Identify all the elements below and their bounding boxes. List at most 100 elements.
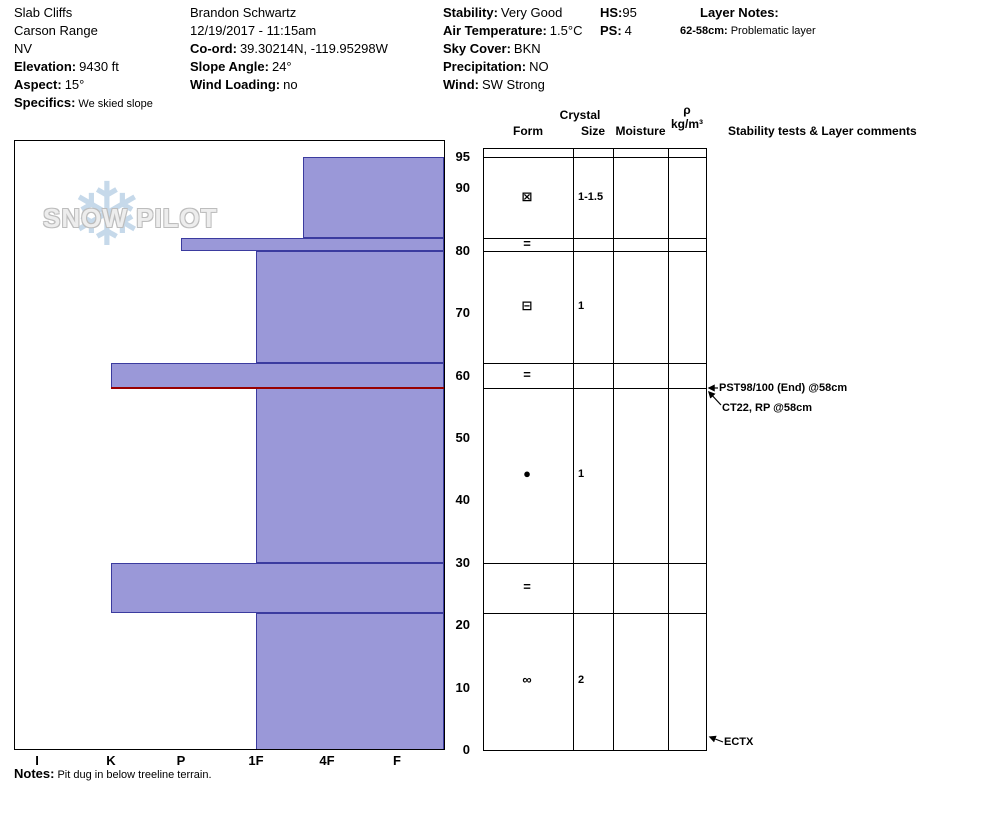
grain-size-value: 1-1.5 <box>578 190 604 203</box>
snow-layer-bar-62-58 <box>111 363 444 389</box>
flagged-layer-line <box>111 387 444 390</box>
wind-label: Wind: <box>443 77 479 92</box>
layer-note: 62-58cm: Problematic layer <box>680 22 816 40</box>
hs-label: HS: <box>600 5 623 20</box>
slope-angle: Slope Angle: 24° <box>190 58 388 76</box>
elevation-value: 9430 ft <box>79 59 119 74</box>
col-header-crystal: Crystal <box>559 108 601 122</box>
air-temp-value: 1.5°C <box>549 23 583 38</box>
wind-loading-value: no <box>283 77 298 92</box>
layer-note-text: Problematic layer <box>730 25 816 37</box>
col-header-moisture: Moisture <box>615 124 666 138</box>
snow-height: HS:95 <box>600 4 637 22</box>
grain-form-symbol: ⊟ <box>521 297 533 313</box>
snowflake-icon: ❄ <box>70 165 144 264</box>
snow-layer-bar-82-80 <box>181 238 444 251</box>
grain-form-symbol: ⊠ <box>521 188 533 204</box>
precip-value: NO <box>529 59 549 74</box>
conditions-info: Stability: Very Good Air Temperature: 1.5°… <box>443 4 582 94</box>
depth-tick-10: 10 <box>455 679 470 695</box>
hardness-tick-I: I <box>35 753 39 768</box>
slope-angle-label: Slope Angle: <box>190 59 269 74</box>
stability-value: Very Good <box>500 5 563 20</box>
table-column-line <box>483 148 484 750</box>
aspect-value: 15° <box>64 77 85 92</box>
observer-info: Brandon Schwartz 12/19/2017 - 11:15am Co… <box>190 4 388 94</box>
notes-value: Pit dug in below treeline terrain. <box>57 769 212 781</box>
depth-tick-60: 60 <box>455 367 470 383</box>
depth-tick-40: 40 <box>455 492 470 508</box>
table-column-line <box>668 148 669 750</box>
totals-info: HS:95 PS: 4 <box>600 4 637 40</box>
grain-size-value: 1 <box>578 299 585 312</box>
slope-angle-value: 24° <box>271 59 292 74</box>
depth-tick-80: 80 <box>455 242 470 258</box>
table-row-line <box>483 363 707 365</box>
table-row-line <box>483 250 707 252</box>
hardness-tick-4F: 4F <box>319 753 335 768</box>
depth-tick-20: 20 <box>455 617 470 633</box>
pit-score: PS: 4 <box>600 22 637 40</box>
table-row-line <box>483 612 707 614</box>
site-specifics: Specifics: We skied slope <box>14 94 153 112</box>
hardness-tick-1F: 1F <box>248 753 264 768</box>
stability-test-ectx: ECTX <box>724 736 754 748</box>
table-column-line <box>613 148 614 750</box>
notes-label: Notes: <box>14 766 55 781</box>
air-temperature: Air Temperature: 1.5°C <box>443 22 582 40</box>
snow-layer-bar-80-62 <box>256 250 444 364</box>
depth-tick-0: 0 <box>462 742 470 757</box>
hardness-tick-K: K <box>106 753 116 768</box>
pit-notes: Notes: Pit dug in below treeline terrain. <box>14 766 212 781</box>
specifics-value: We skied slope <box>78 98 153 110</box>
table-row-line <box>483 750 707 751</box>
table-row-line <box>483 562 707 564</box>
depth-tick-95: 95 <box>455 149 470 165</box>
layer-notes: Layer Notes: 62-58cm: Problematic layer <box>680 4 816 40</box>
table-column-line <box>573 148 574 750</box>
stability-test-ct: CT22, RP @58cm <box>722 402 813 414</box>
ps-value: 4 <box>624 23 632 38</box>
coordinates: Co-ord: 39.30214N, -119.95298W <box>190 40 388 58</box>
stability-label: Stability: <box>443 5 498 20</box>
hs-value: 95 <box>622 5 637 20</box>
watermark-text: SNOW PILOT <box>43 203 218 233</box>
wind-value: SW Strong <box>481 77 545 92</box>
coord-label: Co-ord: <box>190 41 237 56</box>
observer-name: Brandon Schwartz <box>190 5 297 20</box>
sky-value: BKN <box>513 41 541 56</box>
col-header-density-symbol: ρ <box>683 103 691 117</box>
col-header-comments: Stability tests & Layer comments <box>728 124 917 138</box>
depth-tick-30: 30 <box>455 554 470 570</box>
grain-form-symbol: = <box>523 366 531 382</box>
wind-loading: Wind Loading: no <box>190 76 388 94</box>
depth-tick-90: 90 <box>455 180 470 196</box>
ps-label: PS: <box>600 23 622 38</box>
sky-label: Sky Cover: <box>443 41 511 56</box>
ectx-arrow-icon <box>708 735 724 743</box>
site-range: Carson Range <box>14 23 98 38</box>
depth-tick-70: 70 <box>455 305 470 321</box>
grain-form-symbol: = <box>523 235 531 251</box>
depth-tick-50: 50 <box>455 430 470 445</box>
snow-layer-bar-30-22 <box>111 562 444 613</box>
hardness-tick-F: F <box>393 753 401 768</box>
elevation-label: Elevation: <box>14 59 77 74</box>
site-name: Slab Cliffs <box>14 5 73 20</box>
grain-form-symbol: ● <box>523 466 531 482</box>
air-temp-label: Air Temperature: <box>443 23 547 38</box>
col-header-form: Form <box>513 124 543 138</box>
hardness-chart: ❄ SNOW PILOT <box>14 140 445 750</box>
hardness-tick-P: P <box>176 753 186 768</box>
wind: Wind: SW Strong <box>443 76 582 94</box>
snow-layer-bar-58-30 <box>256 388 444 563</box>
precip-label: Precipitation: <box>443 59 527 74</box>
site-state: NV <box>14 41 33 56</box>
stability-test-pst: PST98/100 (End) @58cm <box>719 382 848 394</box>
aspect-label: Aspect: <box>14 77 62 92</box>
snow-layer-bar-95-82 <box>303 157 444 239</box>
site-elevation: Elevation: 9430 ft <box>14 58 153 76</box>
col-header-density-unit: kg/m³ <box>670 117 703 131</box>
table-column-line <box>706 148 707 750</box>
stability: Stability: Very Good <box>443 4 582 22</box>
